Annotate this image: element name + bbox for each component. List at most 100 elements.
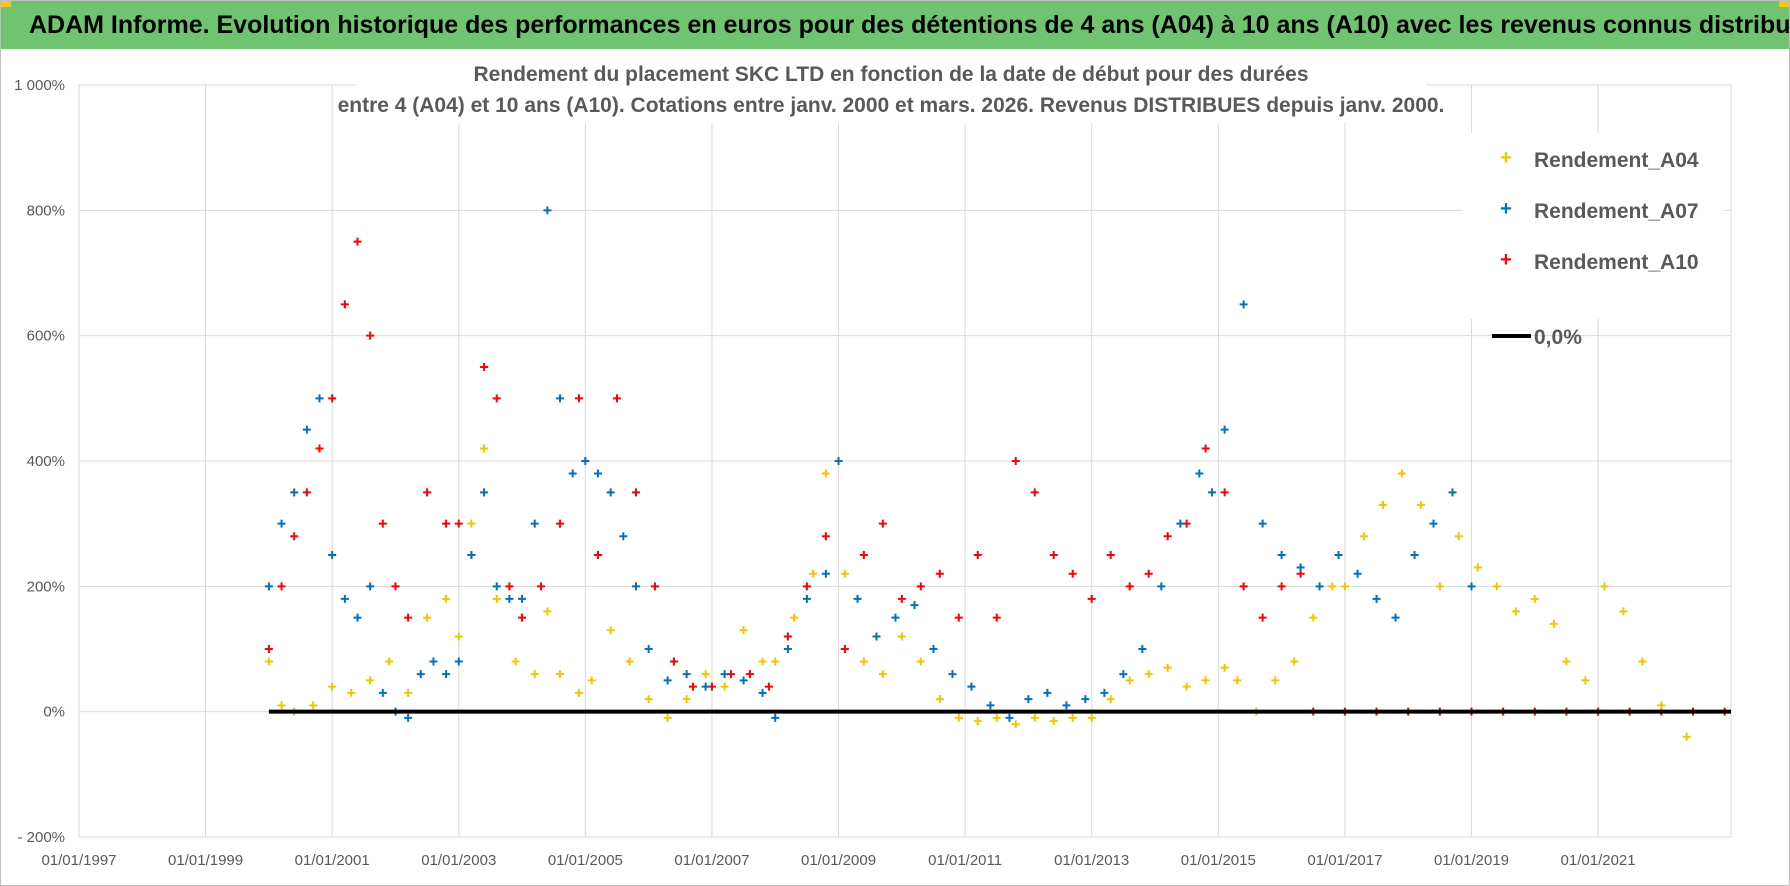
data-point — [385, 657, 394, 666]
data-point — [1087, 594, 1096, 603]
data-point — [347, 688, 356, 697]
series-rendement-a04 — [264, 444, 1691, 741]
data-point — [543, 607, 552, 616]
data-point — [315, 444, 324, 453]
data-point — [1372, 594, 1381, 603]
data-point — [264, 582, 273, 591]
data-point — [1530, 594, 1539, 603]
data-point — [511, 657, 520, 666]
data-point — [581, 457, 590, 465]
data-point — [1163, 532, 1172, 541]
data-point — [492, 594, 501, 603]
data-point — [1138, 645, 1147, 653]
data-point — [669, 657, 678, 666]
scatter-chart: - 200% 0% 200% 400% 600% 800% 1 000% 01/01/199… — [14, 57, 1732, 869]
data-point — [1296, 563, 1305, 572]
data-point — [480, 444, 489, 453]
data-point — [290, 532, 299, 541]
data-point — [594, 469, 603, 478]
data-point — [1119, 670, 1128, 679]
data-point — [442, 594, 451, 603]
report-banner: ADAM Informe. Evolution historique des p… — [1, 1, 1789, 49]
data-point — [1416, 500, 1425, 509]
data-point — [682, 670, 691, 679]
x-tick-label: 01/01/2011 — [928, 852, 1002, 869]
data-point — [568, 469, 577, 478]
data-point — [891, 613, 900, 622]
data-point — [859, 657, 868, 666]
data-point — [1682, 732, 1691, 741]
data-point — [682, 695, 691, 704]
data-point — [467, 519, 476, 528]
data-point — [556, 519, 565, 528]
data-point — [1239, 582, 1248, 591]
data-point — [771, 657, 780, 666]
data-point — [1258, 613, 1267, 622]
plot-area — [264, 206, 1731, 741]
data-point — [328, 551, 337, 559]
data-point — [1081, 695, 1090, 704]
data-point — [1581, 676, 1590, 685]
y-tick-label: 600% — [27, 328, 65, 345]
data-point — [340, 594, 349, 603]
data-point — [834, 457, 843, 465]
data-point — [625, 657, 634, 666]
data-point — [1049, 717, 1058, 726]
y-tick-label: 400% — [27, 453, 65, 470]
data-point — [423, 488, 432, 497]
x-tick-label: 01/01/2005 — [548, 852, 623, 869]
data-point — [1378, 500, 1387, 509]
data-point — [1201, 676, 1210, 685]
legend-label-a04: Rendement_A04 — [1534, 149, 1699, 172]
y-tick-label: 200% — [27, 578, 65, 595]
data-point — [1068, 713, 1077, 722]
data-point — [1024, 695, 1033, 704]
data-point — [954, 613, 963, 622]
data-point — [1448, 488, 1457, 497]
chart-title-line1: Rendement du placement SKC LTD en foncti… — [473, 63, 1308, 86]
data-point — [644, 645, 653, 653]
data-point — [404, 613, 413, 622]
data-point — [929, 645, 938, 653]
data-point — [606, 626, 615, 635]
data-point — [416, 670, 425, 679]
data-point — [613, 394, 622, 403]
data-point — [1619, 607, 1628, 616]
data-point — [518, 594, 527, 603]
data-point — [340, 300, 349, 309]
data-point — [1271, 676, 1280, 685]
data-point — [872, 632, 881, 641]
data-point — [302, 488, 311, 497]
data-point — [1454, 532, 1463, 541]
data-point — [1157, 582, 1166, 591]
data-point — [1087, 713, 1096, 722]
data-point — [1106, 695, 1115, 704]
data-point — [505, 582, 514, 591]
data-point — [404, 688, 413, 697]
data-point — [454, 632, 463, 641]
data-point — [429, 657, 438, 666]
data-point — [423, 613, 432, 622]
legend-label-zero: 0,0% — [1534, 326, 1582, 349]
legend-bg — [1463, 133, 1723, 319]
data-point — [1435, 582, 1444, 591]
data-point — [328, 682, 337, 691]
data-point — [973, 717, 982, 726]
data-point — [701, 682, 710, 691]
data-point — [992, 713, 1001, 722]
data-point — [739, 626, 748, 635]
data-point — [650, 582, 659, 591]
legend-marker-a07: + — [1500, 198, 1512, 220]
data-point — [480, 363, 489, 371]
data-point — [790, 613, 799, 622]
data-point — [556, 670, 565, 679]
data-point — [745, 670, 754, 679]
data-point — [1030, 488, 1039, 497]
legend-label-a10: Rendement_A10 — [1534, 251, 1699, 274]
data-point — [1220, 425, 1229, 434]
data-point — [1657, 701, 1666, 710]
data-point — [575, 394, 584, 403]
x-tick-label: 01/01/1997 — [41, 852, 116, 869]
data-point — [1220, 488, 1229, 497]
data-point — [688, 682, 697, 691]
